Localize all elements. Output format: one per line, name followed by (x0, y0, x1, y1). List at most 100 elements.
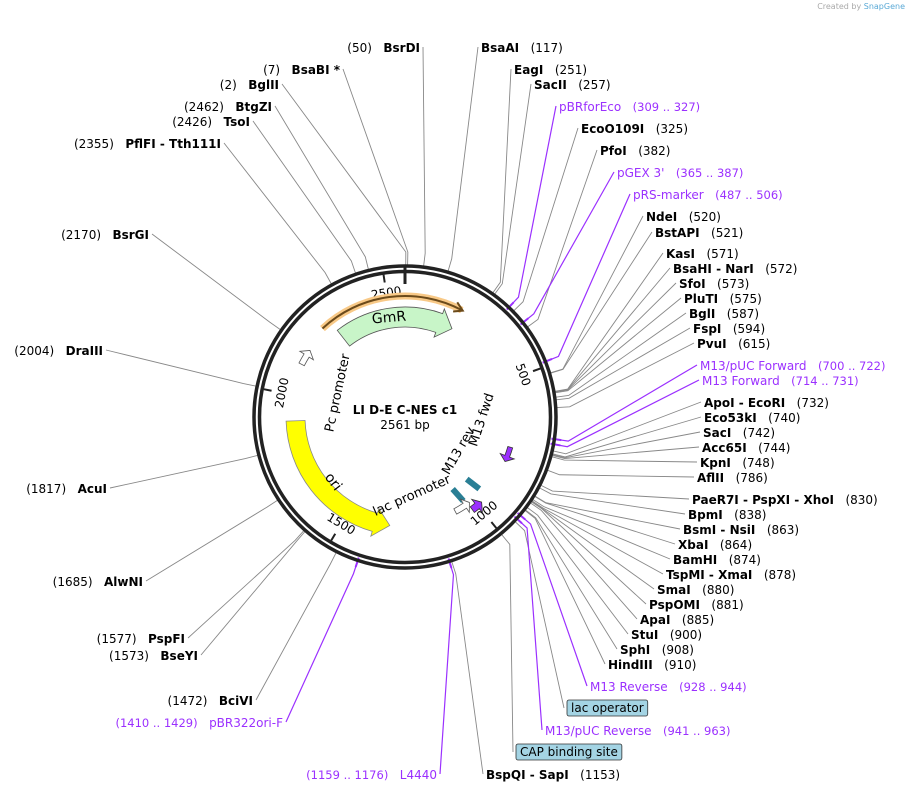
label-tspmi-xmai[interactable]: TspMI - XmaI (878) (666, 568, 796, 582)
m13-fwd-feature[interactable] (499, 445, 516, 463)
label-text: HindIII (910) (608, 658, 696, 672)
label-prs-marker[interactable]: pRS-marker (487 .. 506) (633, 188, 783, 202)
label-location: (878) (764, 568, 796, 582)
label-bsrdi[interactable]: (50) BsrDI (347, 41, 420, 55)
label-bglii[interactable]: (2) BglII (220, 78, 279, 92)
label-name: AcuI (78, 482, 107, 496)
label-eagi[interactable]: EagI (251) (514, 63, 587, 77)
label-kpni[interactable]: KpnI (748) (700, 456, 775, 470)
label-text: ApaI (885) (640, 613, 714, 627)
label-bstapi[interactable]: BstAPI (521) (655, 226, 743, 240)
orange-feature-arc[interactable] (321, 295, 463, 330)
lac-promoter-feature[interactable] (453, 498, 470, 515)
label-smai[interactable]: SmaI (880) (657, 583, 734, 597)
label-fspi[interactable]: FspI (594) (693, 322, 765, 336)
label-ecoo109i[interactable]: EcoO109I (325) (581, 122, 688, 136)
plasmid-name: LI D-E C-NES c1 (353, 403, 457, 417)
label-name: PfoI (600, 144, 627, 158)
label-l4440[interactable]: (1159 .. 1176) L4440 (306, 768, 437, 782)
label-name: FspI (693, 322, 721, 336)
label-name: BseYI (160, 649, 198, 663)
label-acui[interactable]: (1817) AcuI (26, 482, 107, 496)
leader-line (532, 499, 671, 560)
label-m13-puc-reverse[interactable]: M13/pUC Reverse (941 .. 963) (545, 724, 730, 738)
label-name: L4440 (400, 768, 437, 782)
label-location: (700 .. 722) (818, 359, 886, 373)
label-pflfi-tth111i[interactable]: (2355) PflFI - Tth111I (74, 137, 221, 151)
label-hindiii[interactable]: HindIII (910) (608, 658, 696, 672)
label-pluti[interactable]: PluTI (575) (684, 292, 762, 306)
label-pspomi[interactable]: PspOMI (881) (649, 598, 744, 612)
label-text: BstAPI (521) (655, 226, 743, 240)
label-tsoi[interactable]: (2426) TsoI (172, 115, 250, 129)
label-bsrgi[interactable]: (2170) BsrGI (61, 228, 149, 242)
label-location: (908) (662, 643, 694, 657)
leader-line (223, 142, 332, 285)
label-pgex-3-[interactable]: pGEX 3' (365 .. 387) (617, 166, 743, 180)
cap-site-feature[interactable] (464, 476, 482, 492)
label-bsabi-[interactable]: (7) BsaBI * (263, 63, 341, 77)
label-location: (615) (738, 337, 770, 351)
label-draiii[interactable]: (2004) DraIII (14, 344, 103, 358)
credit-prefix: Created by (817, 2, 862, 11)
label-bsmi-nsii[interactable]: BsmI - NsiI (863) (683, 523, 799, 537)
leader-line (551, 456, 698, 463)
label-cap-binding-site[interactable]: CAP binding site (515, 743, 623, 761)
label-m13-reverse[interactable]: M13 Reverse (928 .. 944) (590, 680, 747, 694)
label-acc65i[interactable]: Acc65I (744) (702, 441, 790, 455)
label-apoi-ecori[interactable]: ApoI - EcoRI (732) (704, 396, 829, 410)
label-location: (521) (711, 226, 743, 240)
label-eco53ki[interactable]: Eco53kI (740) (704, 411, 800, 425)
pc-promoter-feature[interactable] (298, 350, 315, 367)
label-pfoi[interactable]: PfoI (382) (600, 144, 670, 158)
label-location: (1410 .. 1429) (115, 716, 197, 730)
label-bsaai[interactable]: BsaAI (117) (481, 41, 563, 55)
label-bamhi[interactable]: BamHI (874) (673, 553, 761, 567)
label-saci[interactable]: SacI (742) (703, 426, 775, 440)
leader-line (523, 171, 615, 323)
label-sfoi[interactable]: SfoI (573) (679, 277, 749, 291)
label-pspfi[interactable]: (1577) PspFI (97, 632, 185, 646)
label-sacii[interactable]: SacII (257) (534, 78, 611, 92)
tick-label: 500 (513, 362, 534, 388)
label-bpmi[interactable]: BpmI (838) (688, 508, 766, 522)
label-text: M13/pUC Reverse (941 .. 963) (545, 724, 730, 738)
tick-mark (382, 274, 386, 283)
label-text: (1472) BciVI (168, 694, 253, 708)
label-bcivi[interactable]: (1472) BciVI (168, 694, 253, 708)
lac-operator-feature[interactable] (450, 487, 466, 503)
leader-line (551, 446, 700, 460)
label-stui[interactable]: StuI (900) (631, 628, 702, 642)
label-pvui[interactable]: PvuI (615) (697, 337, 770, 351)
label-xbai[interactable]: XbaI (864) (678, 538, 752, 552)
label-bgli[interactable]: BglI (587) (689, 307, 759, 321)
label-text: (1159 .. 1176) L4440 (306, 768, 437, 782)
label-pbrforeco[interactable]: pBRforEco (309 .. 327) (559, 100, 700, 114)
label-kasi[interactable]: KasI (571) (666, 247, 739, 261)
label-m13-forward[interactable]: M13 Forward (714 .. 731) (702, 374, 859, 388)
label-pbr322ori-f[interactable]: (1410 .. 1429) pBR322ori-F (115, 716, 283, 730)
leader-line (285, 561, 359, 723)
label-btgzi[interactable]: (2462) BtgZI (184, 100, 272, 114)
label-name: BsaHI - NarI (673, 262, 754, 276)
label-bsahi-nari[interactable]: BsaHI - NarI (572) (673, 262, 798, 276)
label-ndei[interactable]: NdeI (520) (646, 210, 721, 224)
label-aflii[interactable]: AflII (786) (697, 471, 768, 485)
label-alwni[interactable]: (1685) AlwNI (53, 575, 143, 589)
m13-rev-feature[interactable] (469, 498, 483, 514)
label-text: EcoO109I (325) (581, 122, 688, 136)
ori-feature[interactable] (285, 420, 391, 538)
gmr-feature[interactable] (336, 306, 453, 347)
orange-arrowhead (453, 301, 465, 313)
label-bseyi[interactable]: (1573) BseYI (109, 649, 198, 663)
label-location: (2426) (172, 115, 212, 129)
label-apai[interactable]: ApaI (885) (640, 613, 714, 627)
label-paer7i-pspxi-xhoi[interactable]: PaeR7I - PspXI - XhoI (830) (692, 493, 878, 507)
label-m13-puc-forward[interactable]: M13/pUC Forward (700 .. 722) (700, 359, 885, 373)
label-text: KasI (571) (666, 247, 739, 261)
label-lac-operator[interactable]: lac operator (566, 699, 649, 717)
label-name: M13 Reverse (590, 680, 668, 694)
label-location: (573) (717, 277, 749, 291)
label-sphi[interactable]: SphI (908) (620, 643, 694, 657)
label-bspqi-sapi[interactable]: BspQI - SapI (1153) (486, 768, 620, 782)
